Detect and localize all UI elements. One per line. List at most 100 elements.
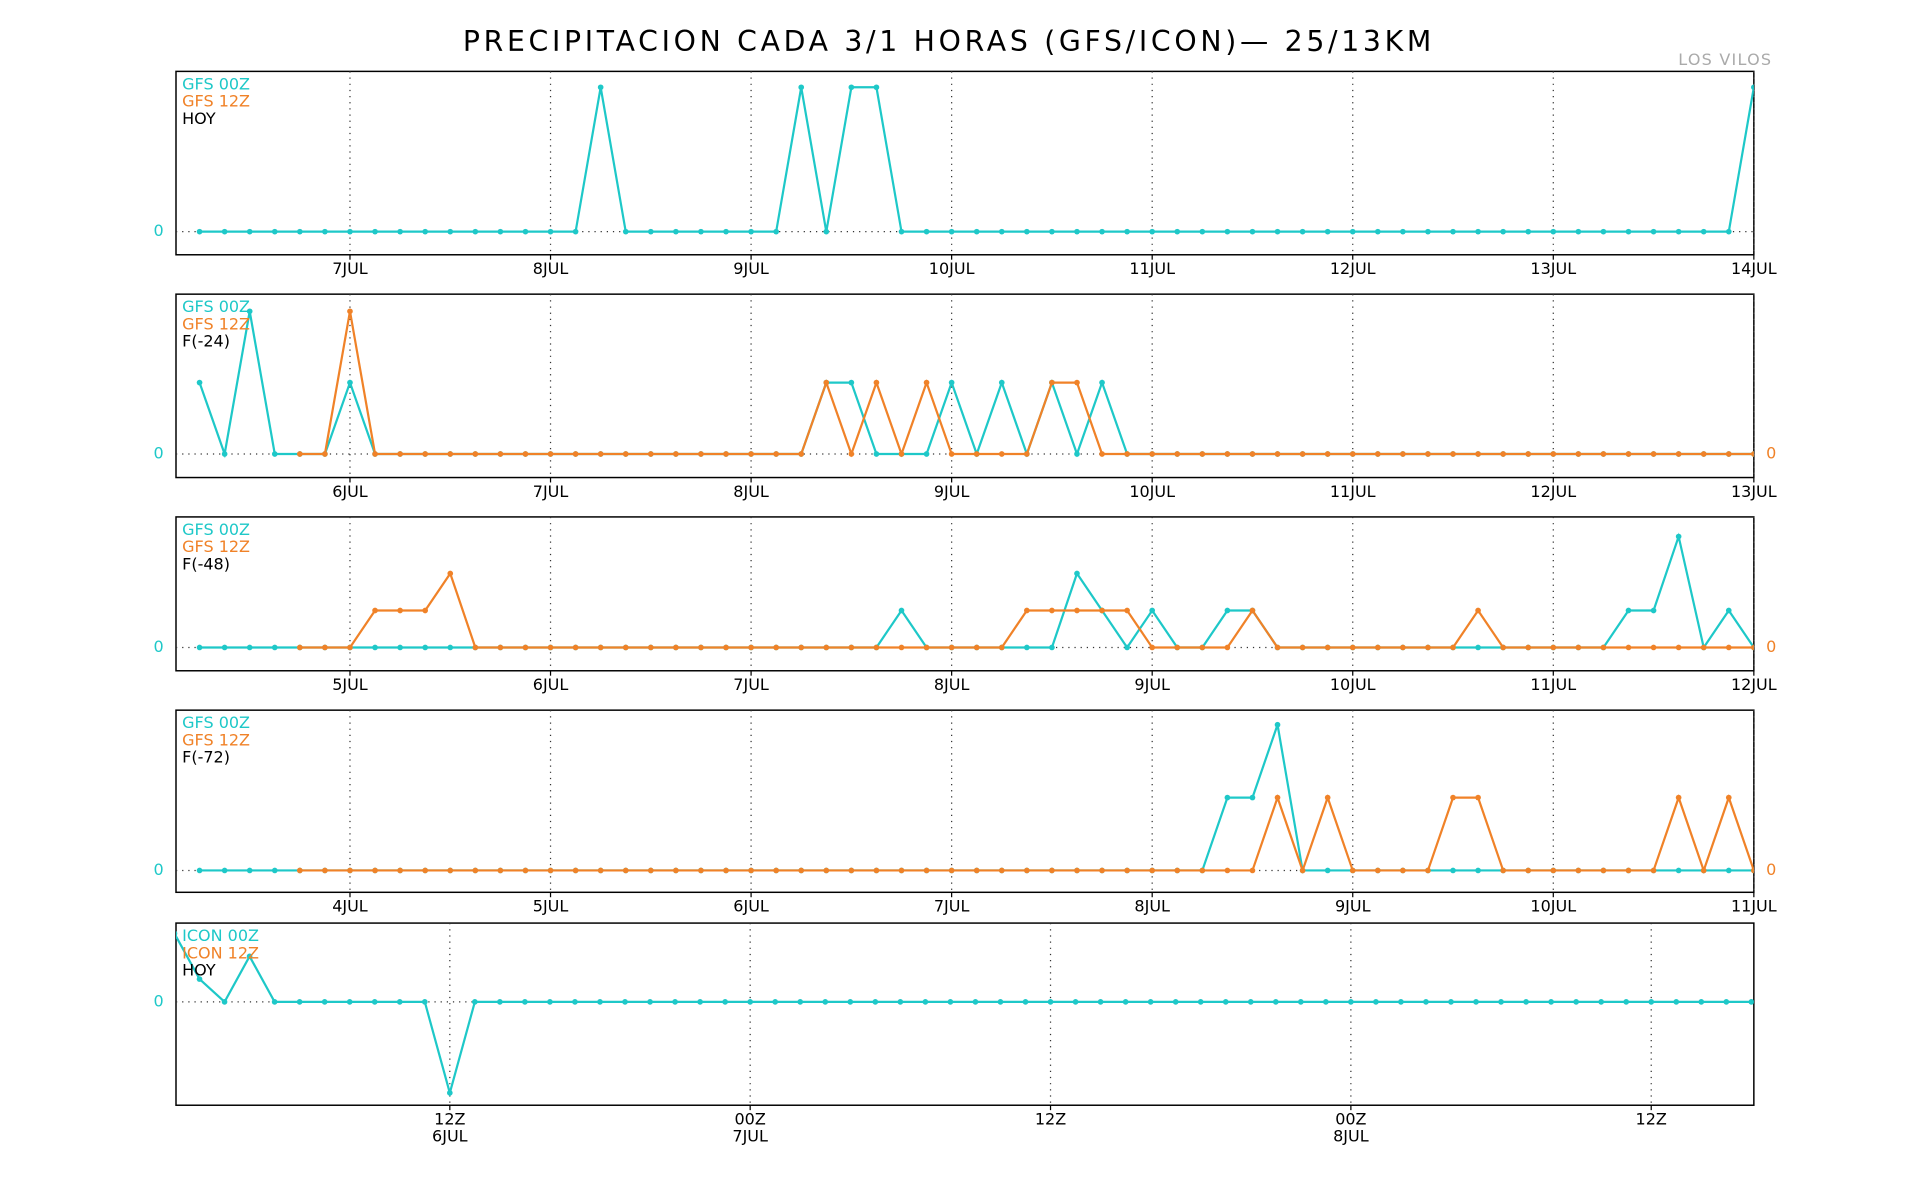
data-point [1249, 451, 1256, 457]
data-point [673, 867, 679, 874]
data-point [547, 999, 553, 1005]
data-point [1348, 999, 1354, 1005]
data-point [1199, 228, 1206, 235]
data-point [1675, 451, 1682, 457]
data-point [672, 999, 678, 1005]
data-point [347, 228, 353, 235]
legend-entry: ICON 00Z [182, 926, 259, 945]
data-point [1575, 867, 1582, 874]
data-point [322, 228, 328, 235]
x-tick-label: 14JUL [1731, 259, 1777, 278]
data-point [1374, 867, 1381, 874]
data-point [271, 999, 278, 1005]
legend-entry: ICON 12Z [182, 943, 259, 962]
data-point [397, 644, 403, 651]
data-point [1575, 228, 1582, 235]
data-point [1723, 999, 1730, 1005]
data-point [647, 451, 654, 457]
data-point [673, 228, 679, 235]
data-point [176, 931, 178, 936]
data-point [1174, 867, 1181, 874]
x-tick-label: 5JUL [332, 675, 368, 694]
data-point [422, 867, 429, 874]
data-point [1049, 228, 1055, 235]
data-point [522, 999, 528, 1005]
data-point [1525, 451, 1532, 457]
data-point [1425, 644, 1431, 651]
data-point [597, 999, 603, 1005]
data-point [1049, 644, 1055, 651]
data-point [371, 999, 378, 1005]
data-point [447, 867, 454, 874]
legend-entry: GFS 00Z [182, 520, 250, 539]
x-tick-label: 00Z [1335, 1109, 1366, 1128]
data-point [1174, 451, 1181, 457]
data-point [1575, 644, 1582, 651]
data-point [1199, 451, 1206, 457]
x-tick-label: 11JUL [1530, 675, 1576, 694]
data-point [1748, 999, 1754, 1005]
panel-label: F(-72) [182, 748, 230, 767]
data-point [847, 999, 854, 1005]
data-point [1149, 451, 1156, 457]
data-point [472, 999, 478, 1005]
data-point [1675, 794, 1682, 801]
data-point [1648, 999, 1655, 1005]
data-point [1525, 644, 1532, 651]
data-point [973, 867, 980, 874]
data-point [1249, 228, 1256, 235]
data-point [848, 379, 855, 386]
data-point [898, 451, 905, 457]
data-point [998, 379, 1005, 386]
data-point [1099, 228, 1105, 235]
data-point [1149, 607, 1156, 614]
data-point [1725, 644, 1732, 651]
data-point [271, 644, 278, 651]
data-point [422, 607, 429, 614]
y-tick-label: 0 [154, 443, 164, 462]
data-point [1450, 228, 1456, 235]
data-point [1024, 451, 1030, 457]
data-point [221, 451, 228, 457]
data-point [572, 228, 579, 235]
data-point [748, 644, 754, 651]
data-point [1124, 607, 1130, 614]
data-point [1174, 228, 1181, 235]
data-point [948, 644, 955, 651]
data-point [221, 644, 228, 651]
data-point [1324, 867, 1331, 874]
x-tick-label: 9JUL [934, 482, 970, 501]
data-point [848, 644, 855, 651]
data-point [1698, 999, 1705, 1005]
data-point [1197, 999, 1204, 1005]
series-line [199, 86, 1754, 233]
data-point [773, 867, 779, 874]
data-point [1049, 867, 1055, 874]
data-point [1124, 644, 1130, 651]
data-point [1400, 228, 1406, 235]
x-tick-label: 9JUL [1335, 897, 1371, 916]
data-point [472, 228, 479, 235]
data-point [698, 228, 704, 235]
data-point [1548, 999, 1554, 1005]
data-point [597, 84, 604, 91]
data-point [997, 999, 1004, 1005]
data-point [497, 867, 504, 874]
data-point [497, 999, 503, 1005]
data-point [647, 867, 654, 874]
data-point [372, 451, 378, 457]
y-tick-label: 0 [154, 221, 164, 240]
data-point [1400, 644, 1406, 651]
data-point [723, 644, 729, 651]
data-point [372, 228, 378, 235]
data-point [1274, 451, 1281, 457]
data-point [472, 644, 479, 651]
data-point [1675, 867, 1682, 874]
data-point [1573, 999, 1579, 1005]
x-tick-date: 7JUL [732, 1127, 768, 1146]
data-point [772, 999, 779, 1005]
data-point [196, 379, 203, 386]
data-point [497, 644, 504, 651]
data-point [1423, 999, 1429, 1005]
data-point [622, 228, 629, 235]
